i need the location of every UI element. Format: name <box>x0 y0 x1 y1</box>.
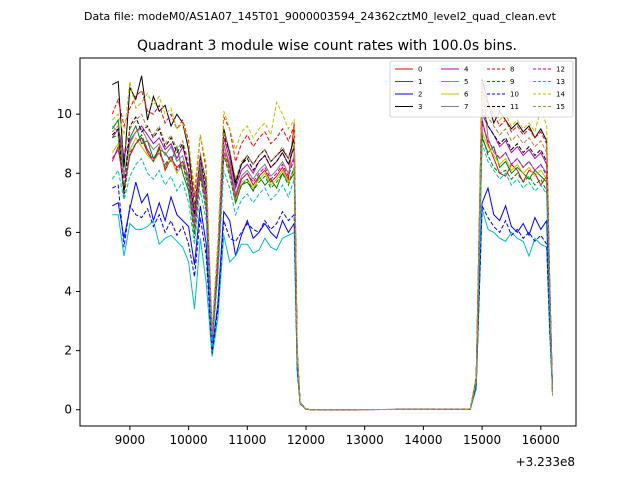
series-line-0 <box>111 119 553 411</box>
legend-label-11: 11 <box>510 103 519 111</box>
series-line-6 <box>111 131 553 411</box>
series-line-12 <box>111 122 553 411</box>
legend-frame <box>389 60 574 118</box>
legend-label-5: 5 <box>464 78 468 86</box>
legend-label-3: 3 <box>418 103 422 111</box>
series-line-4 <box>111 113 553 411</box>
x-tick-label: 11000 <box>228 433 266 447</box>
y-tick-label: 10 <box>57 107 72 121</box>
x-tick-label: 15000 <box>463 433 501 447</box>
x-offset-label: +3.233e8 <box>516 455 575 469</box>
x-tick-label: 13000 <box>346 433 384 447</box>
series-line-8 <box>111 87 553 411</box>
series-line-15 <box>111 99 553 411</box>
legend-label-9: 9 <box>510 78 514 86</box>
x-tick-label: 12000 <box>287 433 325 447</box>
series-line-7 <box>111 81 553 411</box>
legend-label-4: 4 <box>464 66 469 74</box>
legend-label-14: 14 <box>556 91 565 99</box>
series-line-9 <box>112 133 553 411</box>
legend-label-8: 8 <box>510 66 514 74</box>
x-axis: 9000 10000 11000 12000 13000 14000 15000 16000 <box>115 426 560 447</box>
legend-label-13: 13 <box>556 78 565 86</box>
series-line-14 <box>111 81 553 411</box>
x-tick-label: 9000 <box>115 433 146 447</box>
y-tick-label: 6 <box>64 225 72 239</box>
plot-frame <box>79 57 577 427</box>
y-tick-label: 8 <box>64 166 72 180</box>
legend-label-10: 10 <box>510 91 519 99</box>
x-tick-label: 10000 <box>169 433 207 447</box>
y-tick-label: 4 <box>64 285 72 299</box>
legend-label-6: 6 <box>464 91 469 99</box>
x-tick-label: 16000 <box>522 433 560 447</box>
legend-label-7: 7 <box>464 103 468 111</box>
y-axis: 0 2 4 6 8 10 <box>57 107 80 417</box>
x-tick-label: 14000 <box>404 433 442 447</box>
series-line-5 <box>112 208 553 411</box>
series-line-2 <box>112 181 553 411</box>
series-line-11 <box>111 108 553 411</box>
y-tick-label: 2 <box>64 344 72 358</box>
legend-label-12: 12 <box>556 66 565 74</box>
series-line-10 <box>112 184 553 411</box>
chart-title: Quadrant 3 module wise count rates with … <box>137 38 517 54</box>
legend-label-15: 15 <box>556 103 565 111</box>
series-line-3 <box>112 75 553 411</box>
series-lines <box>111 75 553 411</box>
y-tick-label: 0 <box>64 403 72 417</box>
series-line-1 <box>111 118 553 411</box>
legend-label-0: 0 <box>418 66 422 74</box>
legend-label-1: 1 <box>418 78 422 86</box>
legend-label-2: 2 <box>418 91 422 99</box>
data-file-label: Data file: modeM0/AS1A07_145T01_90000035… <box>84 10 557 23</box>
series-line-13 <box>111 143 553 411</box>
